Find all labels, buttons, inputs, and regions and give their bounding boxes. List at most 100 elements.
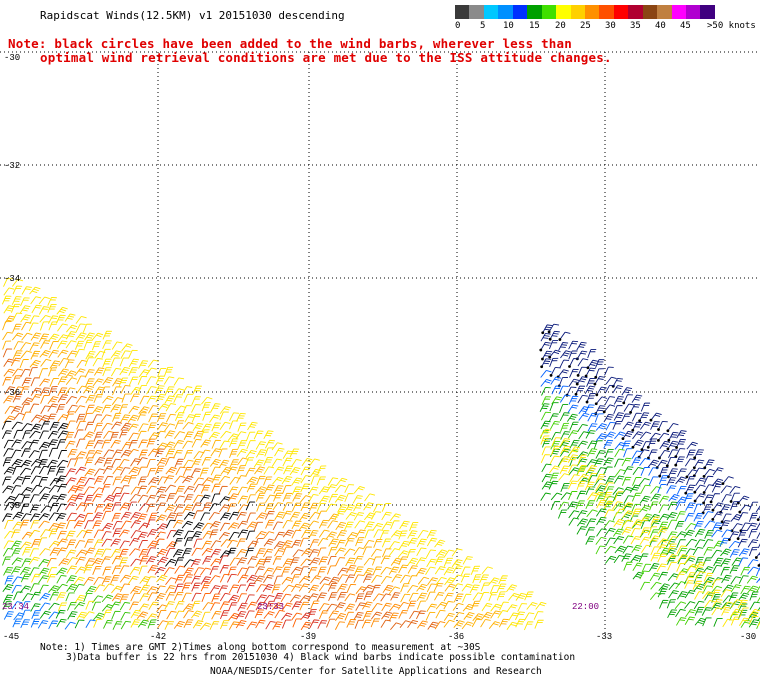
- wind-barb: [453, 620, 465, 628]
- wind-barb: [166, 493, 176, 503]
- wind-barb: [640, 544, 652, 553]
- wind-barb: [174, 420, 185, 430]
- wind-barb: [488, 621, 501, 629]
- wind-barb: [540, 341, 551, 351]
- wind-barb: [443, 612, 455, 622]
- wind-barb: [85, 600, 95, 610]
- wind-barb: [328, 592, 338, 602]
- wind-barb: [604, 449, 614, 459]
- lon-label: -39: [300, 632, 316, 642]
- wind-barb: [263, 430, 274, 439]
- wind-barb: [676, 511, 686, 520]
- wind-barb: [209, 458, 222, 467]
- wind-barb: [4, 575, 14, 585]
- wind-barb: [137, 466, 147, 476]
- wind-barb: [138, 539, 148, 549]
- wind-barb: [119, 548, 129, 558]
- colorbar-tick: 40: [655, 21, 666, 31]
- wind-barb: [181, 386, 193, 395]
- wind-barb: [587, 440, 598, 450]
- wind-barb: [262, 556, 272, 566]
- wind-barb: [557, 369, 569, 378]
- wind-barb: [560, 350, 572, 359]
- wind-barb: [229, 459, 239, 469]
- wind-barb: [586, 393, 596, 403]
- wind-barb: [191, 404, 201, 413]
- wind-barb: [20, 619, 30, 628]
- wind-barb: [594, 491, 604, 501]
- wind-barb: [229, 412, 239, 422]
- wind-barb: [157, 367, 167, 378]
- wind-barb: [139, 593, 150, 602]
- wind-barb: [676, 468, 687, 478]
- wind-barb: [164, 621, 175, 630]
- wind-barb: [540, 428, 552, 437]
- contamination-circle: [729, 500, 733, 503]
- wind-barb: [21, 609, 31, 619]
- wind-barb: [110, 548, 122, 558]
- wind-barb: [686, 469, 698, 478]
- footer-line-1: Note: 1) Times are GMT 2)Times along bot…: [40, 642, 481, 653]
- wind-barb: [209, 520, 221, 529]
- lat-label: -30: [4, 53, 20, 63]
- wind-barb: [20, 573, 31, 583]
- wind-barb: [121, 393, 131, 403]
- wind-barb: [399, 574, 411, 584]
- wind-barb: [755, 504, 760, 513]
- wind-barb: [623, 561, 633, 571]
- wind-barb: [119, 540, 130, 549]
- contamination-circle: [574, 392, 578, 396]
- wind-barb: [569, 358, 580, 367]
- wind-barb: [355, 602, 366, 611]
- wind-barb: [292, 618, 302, 628]
- wind-barb: [621, 526, 633, 535]
- lat-label: -38: [4, 501, 20, 511]
- wind-barb: [120, 520, 132, 529]
- wind-barb: [667, 536, 678, 545]
- wind-barb: [604, 431, 616, 440]
- wind-barb: [201, 592, 211, 603]
- wind-barb: [558, 377, 568, 387]
- contamination-circle: [540, 365, 544, 369]
- wind-barb: [567, 404, 579, 413]
- wind-barb: [119, 357, 129, 367]
- wind-barb: [364, 521, 375, 530]
- wind-barb: [101, 422, 113, 431]
- wind-barb: [38, 567, 50, 576]
- wind-barb: [111, 341, 123, 350]
- wind-barb: [219, 564, 230, 574]
- wind-barb: [130, 558, 142, 567]
- colorbar-tick: 35: [630, 21, 641, 31]
- wind-barb: [346, 532, 358, 540]
- wind-barb: [558, 473, 570, 481]
- wind-barb: [156, 502, 167, 512]
- wind-barb: [209, 529, 219, 539]
- wind-barb: [83, 611, 95, 619]
- wind-barb: [118, 557, 129, 567]
- wind-barb: [3, 448, 14, 457]
- wind-barb: [64, 359, 75, 369]
- wind-barb: [568, 378, 580, 387]
- wind-barb: [328, 576, 340, 585]
- wind-barb: [65, 468, 77, 477]
- wind-barb: [148, 405, 159, 414]
- wind-barb: [639, 536, 651, 545]
- wind-barb: [649, 535, 661, 544]
- wind-barb: [146, 438, 156, 448]
- wind-barb: [730, 492, 740, 502]
- wind-barb: [3, 358, 15, 367]
- wind-barb: [101, 594, 114, 603]
- wind-barb: [290, 566, 302, 575]
- wind-barb: [667, 573, 680, 581]
- wind-barb: [307, 486, 319, 496]
- wind-barb: [282, 558, 293, 567]
- wind-barb: [202, 522, 213, 531]
- wind-barb: [407, 600, 417, 610]
- wind-barb: [147, 359, 159, 368]
- wind-barb: [318, 519, 329, 529]
- wind-barb: [193, 483, 204, 493]
- wind-barb: [137, 430, 147, 440]
- wind-barb: [154, 385, 165, 394]
- wind-barb: [632, 476, 642, 486]
- wind-barb: [299, 512, 311, 521]
